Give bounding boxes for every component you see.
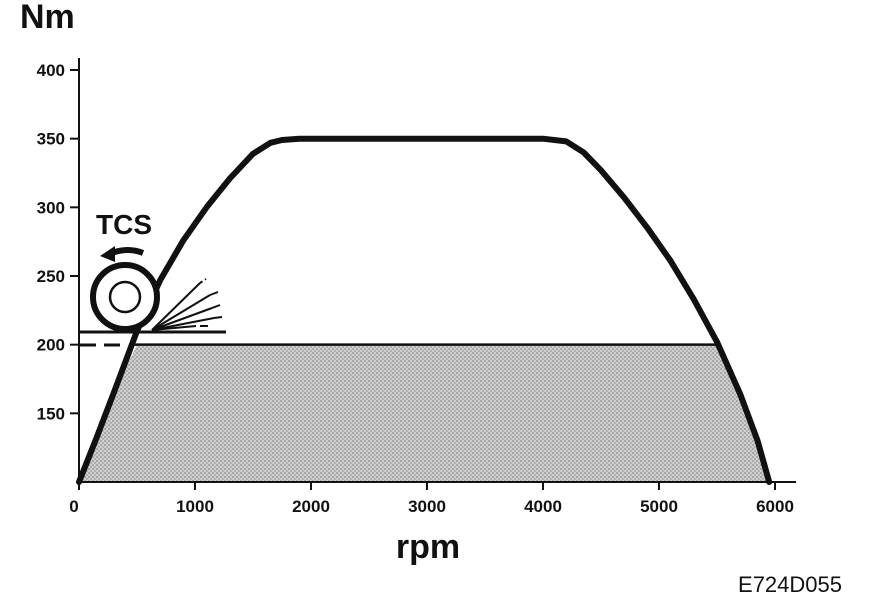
x-tick-label: 4000 xyxy=(524,497,562,516)
figure-code: E724D055 xyxy=(738,572,842,597)
y-axis-title: Nm xyxy=(20,0,75,36)
y-tick-label: 200 xyxy=(37,336,65,355)
axes xyxy=(78,58,796,483)
y-tick-label: 400 xyxy=(37,61,65,80)
x-ticks: 0 1000 2000 3000 4000 5000 6000 xyxy=(69,482,794,516)
tcs-wheel-illustration: TCS xyxy=(80,209,226,347)
y-tick-label: 250 xyxy=(37,267,65,286)
x-tick-label: 6000 xyxy=(756,497,794,516)
rotation-arrow-head-icon xyxy=(100,246,115,262)
y-tick-label: 350 xyxy=(37,130,65,149)
x-tick-label: 1000 xyxy=(176,497,214,516)
tire-rim-icon xyxy=(108,280,142,314)
torque-curve xyxy=(76,135,773,485)
traction-limited-area xyxy=(79,344,770,482)
wheel-spin-lines xyxy=(151,278,223,331)
rotation-arrow-icon xyxy=(110,247,145,256)
y-tick-label: 300 xyxy=(37,198,65,217)
y-tick-label: 150 xyxy=(37,404,65,423)
tcs-label: TCS xyxy=(96,209,152,240)
x-tick-label: 5000 xyxy=(640,497,678,516)
x-tick-label: 2000 xyxy=(292,497,330,516)
x-tick-label: 3000 xyxy=(408,497,446,516)
y-ticks: 150 200 250 300 350 400 xyxy=(37,61,79,423)
x-axis-title: rpm xyxy=(396,528,460,566)
x-tick-label: 0 xyxy=(69,497,78,516)
